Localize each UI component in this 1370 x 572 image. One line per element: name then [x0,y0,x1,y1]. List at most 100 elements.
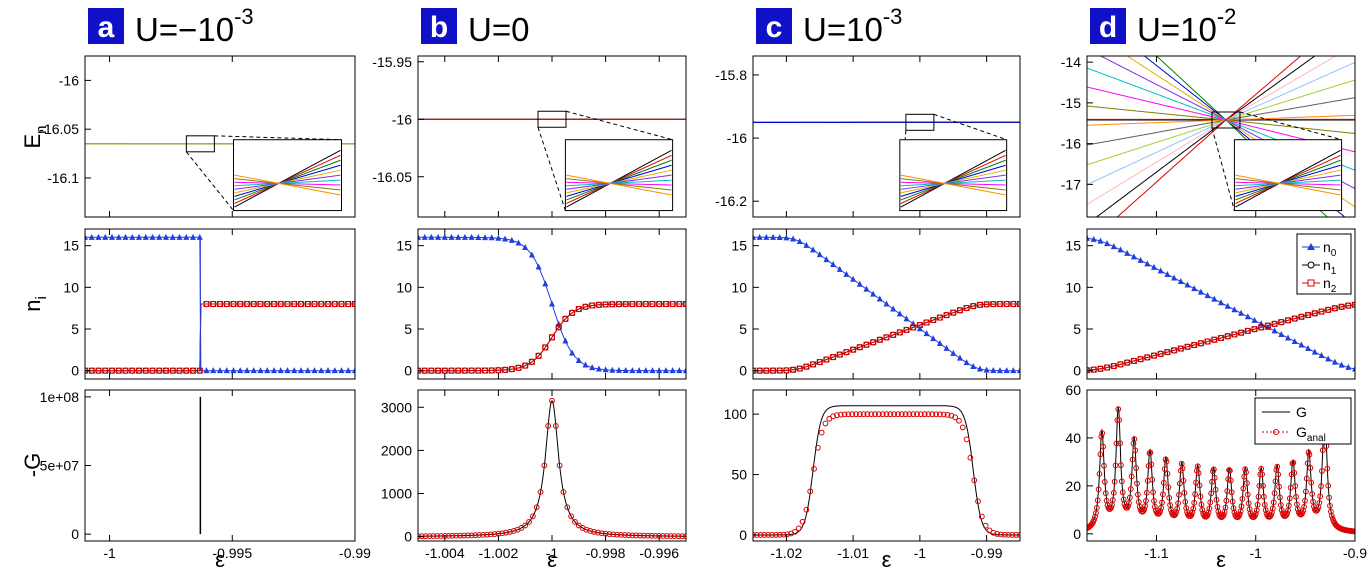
point-n2 [325,301,331,307]
point-n2 [1271,320,1278,327]
y-tick-label: 60 [1065,382,1081,398]
point-n0 [210,367,217,374]
y-tick-label: 15 [63,238,79,254]
y-tick-label: 0 [404,529,412,545]
energy-level-line [1087,114,1355,126]
point-n0 [102,233,109,240]
point-G-anal [792,528,798,535]
point-G-anal [1259,471,1265,478]
point-n0 [115,233,122,240]
point-G-anal [944,411,951,418]
y-tick-label: 3000 [381,399,412,415]
point-n2 [683,301,686,308]
y-tick-label: 0 [1073,363,1081,379]
point-G-anal [1179,465,1186,472]
y-tick-label: 10 [731,279,747,295]
point-n0 [923,330,930,337]
inset-line [566,154,672,204]
point-n2 [1311,310,1318,317]
point-n2 [1231,331,1238,338]
point-n2 [1097,365,1104,372]
point-G-anal [1294,506,1301,513]
point-n2 [896,329,903,336]
point-G-anal [1262,507,1269,513]
point-n2 [790,366,797,373]
data-area [753,233,1020,374]
heading-text: U=10 [803,11,883,48]
point-n0 [183,233,190,240]
point-G-anal [430,533,437,539]
point-n0 [1130,253,1137,260]
point-n2 [595,301,602,308]
energy-level-line [1087,97,1355,146]
x-tick-label: -0.99 [971,545,1003,561]
point-G-anal [841,411,848,418]
point-G-anal [1254,501,1261,508]
point-G-anal [621,532,628,538]
point-G-anal [1118,478,1125,485]
point-n2 [1204,338,1211,345]
plot-occupation-a: 0 5 10 15 [63,228,356,380]
inset-line [1235,159,1341,201]
point-G-anal [1324,465,1331,472]
point-n2 [304,301,311,307]
point-G-anal [1207,499,1214,506]
point-G-anal [1191,499,1198,506]
point-G-anal [1151,503,1158,510]
point-G-anal [978,513,985,520]
point-G-anal [929,411,936,418]
x-tick-label: -0.996 [639,545,679,561]
y-tick-label: -15 [1061,95,1081,111]
x-axis-label: ε [882,547,892,572]
point-n0 [196,233,203,240]
point-n2 [589,302,596,309]
point-G-anal [1092,513,1098,520]
point-n0 [1090,235,1097,242]
point-n0 [1231,306,1238,313]
point-n2 [1352,301,1355,308]
point-G-anal [1102,490,1109,497]
point-G-anal [765,532,772,538]
point-G-anal [1277,494,1283,501]
point-n2 [284,301,291,307]
point-n2 [468,367,475,374]
heading-exponent: -3 [883,4,903,29]
point-G-anal [595,529,601,536]
point-G-anal [814,444,821,451]
point-n2 [176,367,183,374]
point-G-anal [1115,406,1122,413]
point-n2 [976,301,983,308]
point-n2 [575,306,582,313]
point-n2 [870,339,877,346]
point-n2 [1197,340,1204,347]
point-n0 [776,234,783,241]
row-label-occupation: ni [20,296,50,312]
point-G-anal [648,532,655,539]
point-G-anal [830,413,836,420]
point-n0 [1177,278,1184,285]
row-label-sub: i [33,296,50,299]
y-tick-label: 0 [739,363,747,379]
point-n2 [502,366,509,373]
point-G-anal [902,411,909,418]
point-G-anal [1245,500,1252,507]
point-n0 [311,367,318,374]
point-G-anal [1306,451,1313,458]
point-G-anal [1150,489,1157,496]
point-G-anal [1108,504,1115,511]
point-n2 [448,367,455,374]
point-n2 [455,367,462,374]
point-n2 [331,301,338,307]
point-n0 [331,367,338,374]
point-G-anal [1148,461,1155,468]
point-n0 [1251,316,1258,323]
point-n0 [649,367,656,374]
y-tick-label: 10 [63,279,79,295]
point-G-anal [1307,465,1314,471]
y-tick-label: -16 [727,130,747,146]
point-n0 [562,337,569,344]
point-n0 [850,275,857,282]
point-G-anal [1159,499,1165,506]
point-G-anal [1126,494,1133,501]
